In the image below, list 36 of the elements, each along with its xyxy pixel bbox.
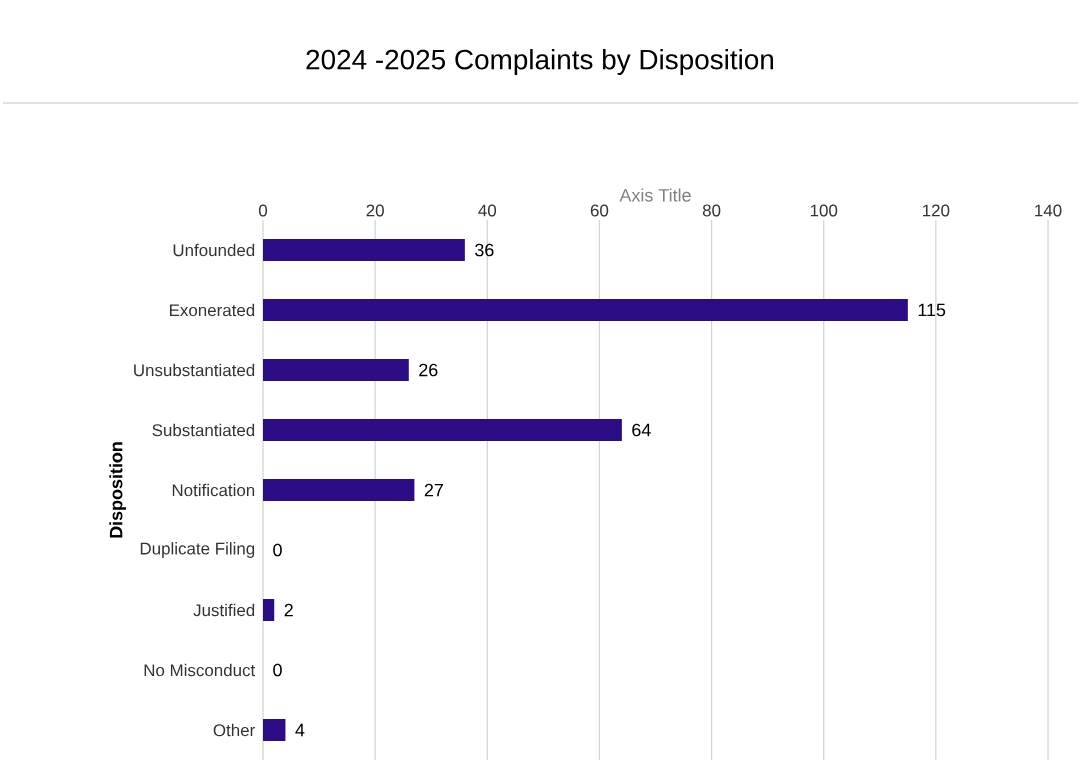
x-tick-label: 100 — [810, 204, 838, 217]
chart-title: 2024 -2025 Complaints by Disposition — [306, 49, 774, 75]
data-label: 36 — [475, 243, 494, 257]
y-tick-label: Unfounded — [173, 243, 255, 257]
data-label: 0 — [273, 543, 282, 557]
data-label: 27 — [424, 483, 443, 497]
y-axis-title: Disposition — [109, 442, 126, 538]
x-tick-label: 140 — [1035, 204, 1062, 217]
data-label: 0 — [273, 663, 282, 677]
data-label: 26 — [419, 363, 438, 377]
data-label: 2 — [284, 603, 293, 617]
bar — [263, 359, 409, 382]
x-tick-label: 40 — [478, 204, 497, 217]
y-tick-label: Duplicate Filing — [140, 542, 255, 558]
x-tick-label: 60 — [590, 204, 609, 217]
y-tick-label: Unsubstantiated — [134, 363, 255, 377]
bar — [263, 239, 465, 262]
bar — [263, 479, 415, 502]
bar — [263, 419, 622, 442]
data-label: 64 — [632, 423, 651, 437]
x-tick-label: 120 — [923, 204, 950, 217]
y-tick-label: Substantiated — [152, 423, 255, 437]
bar — [263, 719, 286, 742]
y-tick-label: Exonerated — [170, 303, 255, 317]
x-tick-label: 80 — [702, 204, 721, 217]
data-label: 115 — [918, 303, 946, 317]
bar — [263, 299, 908, 322]
x-tick-label: 20 — [366, 204, 384, 217]
y-tick-label: No Misconduct — [144, 663, 256, 677]
bar — [263, 599, 275, 622]
y-tick-label: Other — [213, 723, 255, 737]
y-tick-label: Justified — [193, 603, 255, 617]
x-tick-label: 0 — [258, 204, 268, 217]
data-label: 4 — [295, 723, 305, 737]
y-tick-label: Notification — [172, 483, 255, 497]
x-axis-title: Axis Title — [619, 188, 691, 202]
